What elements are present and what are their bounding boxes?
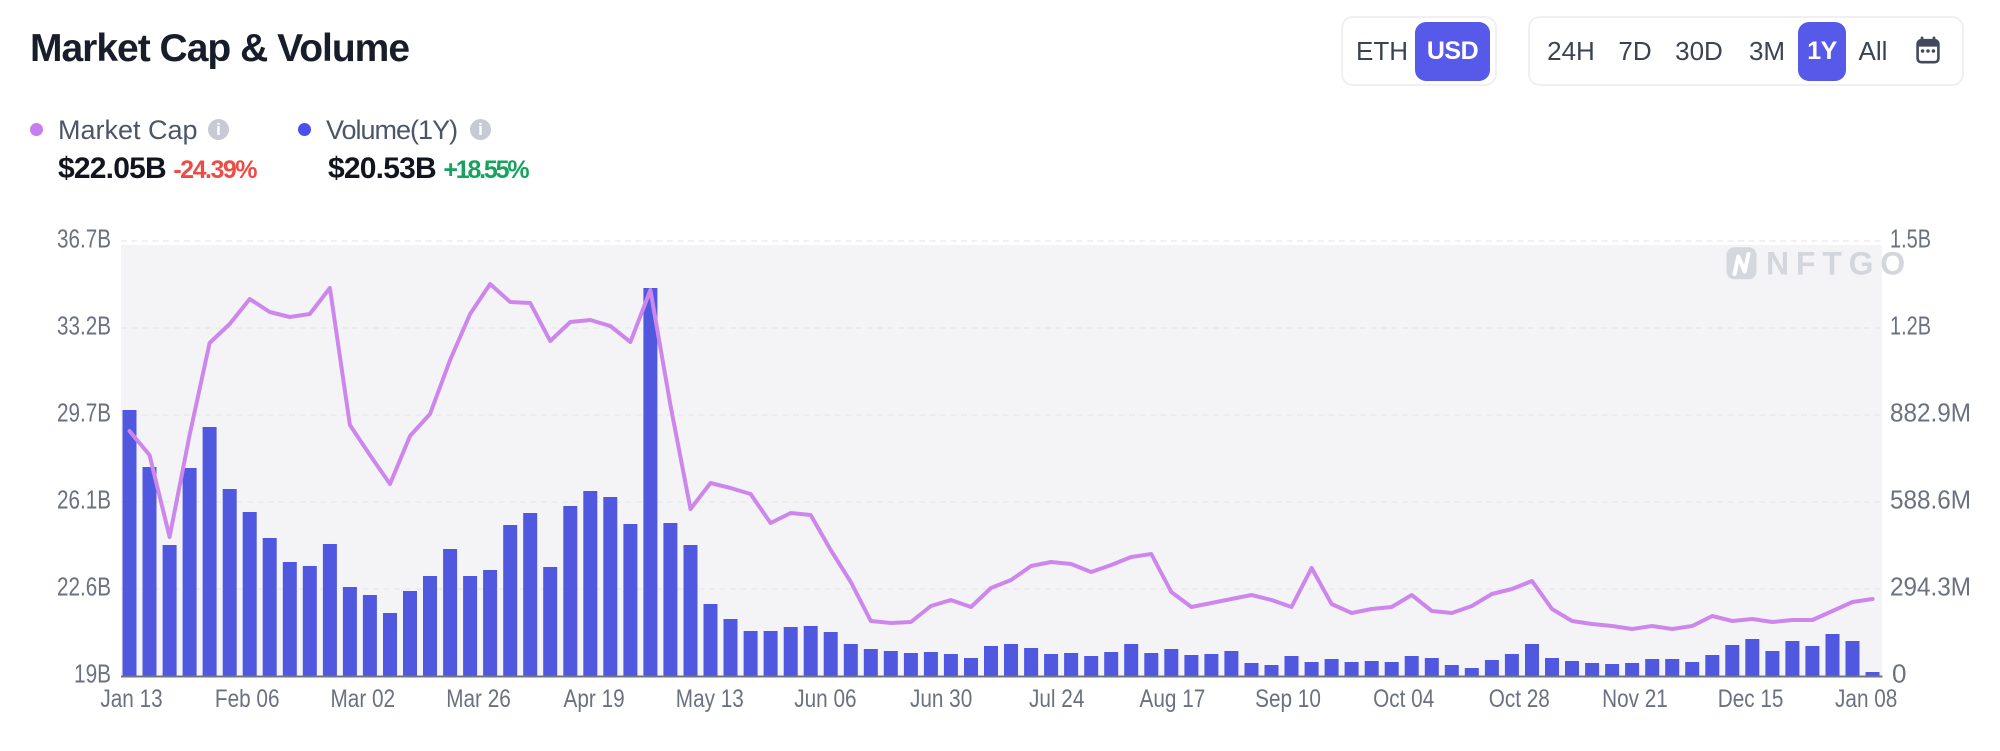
svg-text:29.7B: 29.7B	[57, 398, 111, 428]
svg-text:May 13: May 13	[676, 685, 744, 713]
svg-text:Apr 19: Apr 19	[564, 685, 625, 713]
svg-text:Jun 30: Jun 30	[910, 685, 972, 713]
svg-text:Mar 26: Mar 26	[446, 685, 511, 713]
svg-text:Nov 21: Nov 21	[1602, 685, 1668, 713]
svg-text:36.7B: 36.7B	[57, 224, 111, 254]
svg-text:0: 0	[1892, 659, 1906, 689]
svg-text:588.6M: 588.6M	[1890, 485, 1971, 515]
svg-text:Oct 28: Oct 28	[1489, 685, 1550, 713]
svg-text:Jan 08: Jan 08	[1835, 685, 1897, 713]
svg-text:1.5B: 1.5B	[1890, 224, 1931, 254]
svg-text:Aug 17: Aug 17	[1140, 685, 1206, 713]
svg-text:Oct 04: Oct 04	[1373, 685, 1434, 713]
svg-text:NFTGO: NFTGO	[1766, 246, 1912, 282]
svg-text:Mar 02: Mar 02	[331, 685, 396, 713]
svg-text:Sep 10: Sep 10	[1255, 685, 1321, 713]
svg-text:294.3M: 294.3M	[1890, 572, 1971, 602]
svg-text:22.6B: 22.6B	[57, 572, 111, 602]
svg-text:26.1B: 26.1B	[57, 485, 111, 515]
svg-text:19B: 19B	[74, 659, 111, 689]
svg-text:Jun 06: Jun 06	[794, 685, 856, 713]
svg-text:882.9M: 882.9M	[1890, 398, 1971, 428]
svg-text:Jul 24: Jul 24	[1029, 685, 1084, 713]
svg-text:Feb 06: Feb 06	[215, 685, 280, 713]
svg-text:Jan 13: Jan 13	[100, 685, 162, 713]
svg-text:33.2B: 33.2B	[57, 311, 111, 341]
svg-text:1.2B: 1.2B	[1890, 311, 1931, 341]
svg-text:Dec 15: Dec 15	[1718, 685, 1784, 713]
